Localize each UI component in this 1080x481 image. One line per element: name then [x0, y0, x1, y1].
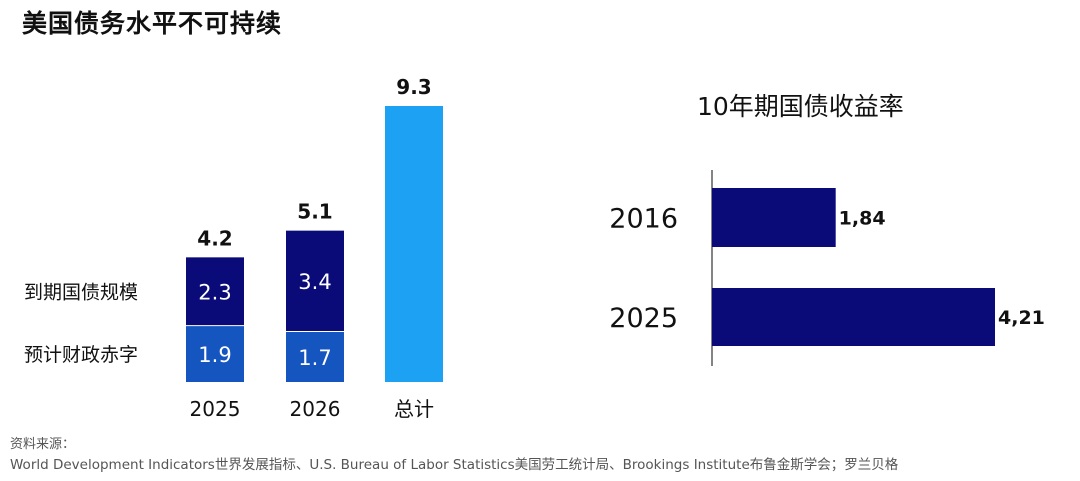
bar-segment-2026-1 [286, 230, 344, 332]
segment-label: 1.7 [298, 346, 331, 370]
bar-segment-2025-1 [186, 257, 244, 326]
hbar-value-label: 4,21 [998, 307, 1045, 329]
hbar-2025 [712, 288, 995, 346]
segment-label: 1.9 [198, 343, 231, 367]
legend-label-maturing-debt: 到期国债规模 [24, 281, 138, 303]
total-label: 5.1 [297, 200, 332, 224]
source-label: 资料来源： [10, 437, 76, 452]
page-title: 美国债务水平不可持续 [22, 9, 283, 38]
y-tick-label: 2016 [609, 204, 678, 235]
segment-label: 3.4 [298, 270, 331, 294]
hbar-value-label: 1,84 [839, 208, 886, 230]
y-tick-label: 2025 [609, 303, 678, 334]
total-label: 4.2 [197, 226, 232, 250]
x-tick-label: 总计 [394, 397, 434, 421]
x-tick-label: 2025 [190, 397, 241, 421]
x-tick-label: 2026 [290, 397, 341, 421]
legend-label-deficit: 预计财政赤字 [24, 344, 138, 366]
source-text: World Development Indicators世界发展指标、U.S. … [10, 457, 899, 473]
chart-2-title: 10年期国债收益率 [697, 92, 904, 121]
segment-label: 2.3 [198, 280, 231, 304]
bar-segment-2026-0 [286, 331, 344, 382]
bar-segment-2025-0 [186, 325, 244, 382]
hbar-2016 [712, 188, 836, 247]
bar-segment-总计-2 [385, 106, 443, 382]
total-label: 9.3 [396, 75, 431, 99]
